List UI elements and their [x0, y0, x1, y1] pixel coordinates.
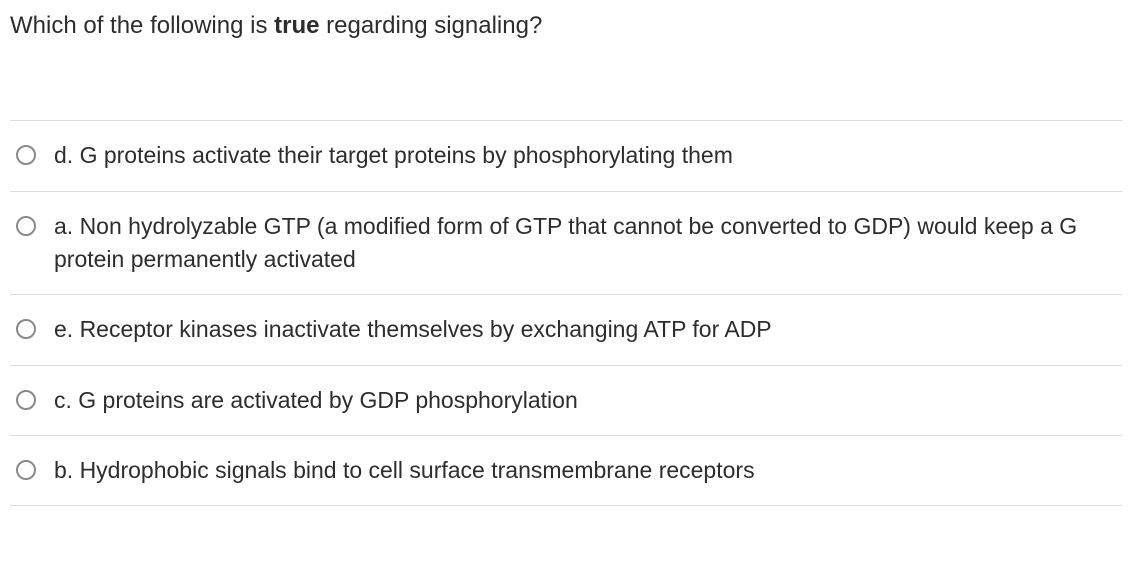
radio-icon[interactable] [16, 319, 36, 339]
option-e[interactable]: e. Receptor kinases inactivate themselve… [10, 295, 1122, 365]
radio-icon[interactable] [16, 390, 36, 410]
option-label: d. G proteins activate their target prot… [54, 139, 733, 172]
question-text-post: regarding signaling? [319, 12, 542, 39]
option-c[interactable]: c. G proteins are activated by GDP phosp… [10, 366, 1122, 436]
radio-icon[interactable] [16, 145, 36, 165]
question-text-pre: Which of the following is [10, 12, 274, 39]
option-label: e. Receptor kinases inactivate themselve… [54, 313, 772, 346]
radio-icon[interactable] [16, 216, 36, 236]
quiz-container: Which of the following is true regarding… [0, 0, 1132, 506]
option-label: a. Non hydrolyzable GTP (a modified form… [54, 210, 1116, 277]
option-label: c. G proteins are activated by GDP phosp… [54, 384, 578, 417]
radio-icon[interactable] [16, 460, 36, 480]
question-text-bold: true [274, 12, 319, 39]
question-stem: Which of the following is true regarding… [10, 10, 1122, 42]
options-list: d. G proteins activate their target prot… [10, 120, 1122, 506]
option-a[interactable]: a. Non hydrolyzable GTP (a modified form… [10, 192, 1122, 296]
option-d[interactable]: d. G proteins activate their target prot… [10, 121, 1122, 191]
option-b[interactable]: b. Hydrophobic signals bind to cell surf… [10, 436, 1122, 506]
option-label: b. Hydrophobic signals bind to cell surf… [54, 454, 755, 487]
